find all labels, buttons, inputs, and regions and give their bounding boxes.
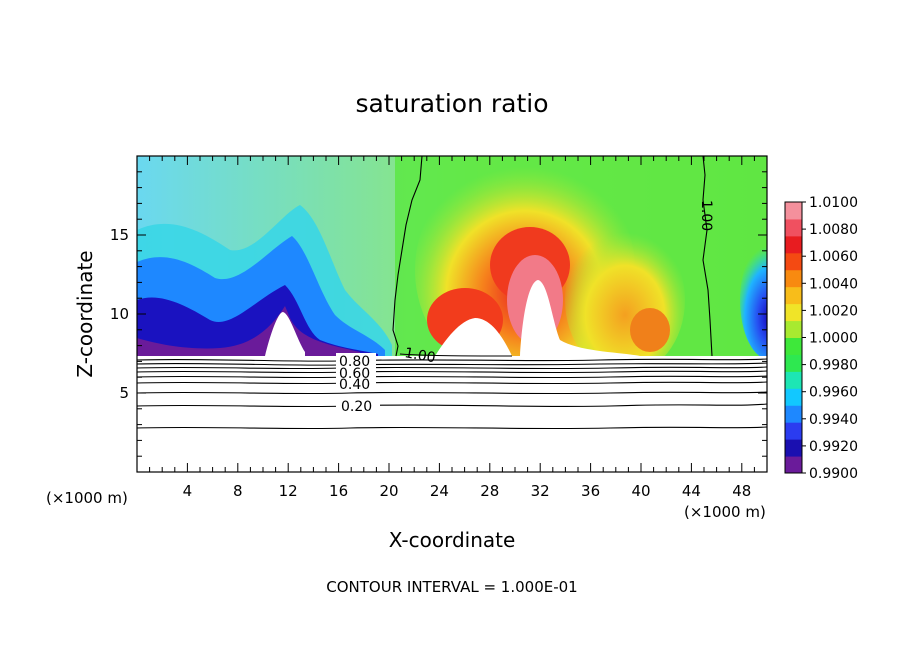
colorbar-swatch <box>785 252 802 271</box>
colorbar-swatch <box>785 354 802 372</box>
y-tick-label: 5 <box>119 384 129 402</box>
contour-interval-note: CONTOUR INTERVAL = 1.000E-01 <box>326 578 577 596</box>
contour-1-00-west <box>392 156 423 357</box>
x-tick-label: 16 <box>329 482 348 500</box>
x-tick-label: 32 <box>531 482 550 500</box>
contour-line-d <box>137 370 767 374</box>
colorbar-label: 1.0100 <box>809 195 858 211</box>
contour-line-g <box>137 391 767 395</box>
colorbar-swatch <box>785 303 802 322</box>
contour-label-group: 1.00 1.00 0.80 0.60 0.40 0.20 <box>336 200 714 415</box>
colorbar-swatch <box>785 456 802 474</box>
x-tick-label: 28 <box>480 482 499 500</box>
x-axis-ticks: 4 8 12 16 20 24 28 32 36 40 44 48 <box>149 156 755 500</box>
colorbar-swatch <box>785 286 802 305</box>
contour-line-lowest <box>137 426 767 430</box>
x-axis-title: X-coordinate <box>389 528 516 552</box>
y-axis-title: Z-coordinate <box>73 250 97 377</box>
contour-label-1-00-east: 1.00 <box>698 200 714 231</box>
colorbar-swatch <box>785 388 802 406</box>
colorbar-swatch <box>785 439 802 457</box>
x-tick-label: 48 <box>732 482 751 500</box>
y-tick-label: 15 <box>110 226 129 244</box>
y-tick-label: 10 <box>110 305 129 323</box>
contour-line-e <box>137 375 767 379</box>
colorbar-label: 0.9960 <box>809 385 858 401</box>
colorbar <box>784 201 803 474</box>
colorbar-swatch <box>785 371 802 389</box>
x-tick-label: 44 <box>682 482 701 500</box>
contour-line-b <box>137 362 767 366</box>
field-layer <box>137 156 767 472</box>
x-tick-label: 8 <box>233 482 243 500</box>
x-tick-label: 12 <box>279 482 298 500</box>
colorbar-swatch <box>785 320 802 338</box>
contour-label-0-40: 0.40 <box>339 377 370 393</box>
contour-line-0-20 <box>137 403 767 408</box>
colorbar-label: 0.9940 <box>809 412 858 428</box>
chart-title: saturation ratio <box>355 89 548 118</box>
white-blob-west <box>265 312 305 356</box>
colorbar-label: 0.9980 <box>809 358 858 374</box>
contour-line-f <box>137 381 767 385</box>
colorbar-labels: 1.0100 1.0080 1.0060 1.0040 1.0020 1.0000 0.99… <box>802 195 858 482</box>
white-blob-east <box>520 280 640 356</box>
contour-label-1-00-floor: 1.00 <box>403 345 436 366</box>
purple-floor-rim <box>137 306 360 356</box>
colorbar-label: 1.0040 <box>809 276 858 292</box>
x-tick-label: 4 <box>183 482 193 500</box>
x-tick-label: 36 <box>581 482 600 500</box>
colorbar-swatch <box>785 405 802 423</box>
colorbar-swatch <box>785 202 802 220</box>
colorbar-swatch <box>785 422 802 440</box>
contour-1-00-floor <box>399 353 513 357</box>
colorbar-label: 1.0000 <box>809 331 858 347</box>
colorbar-label: 1.0020 <box>809 303 858 319</box>
colorbar-label: 0.9900 <box>809 466 858 482</box>
cold-region-right-edge <box>740 240 767 360</box>
x-unit-label-left: (×1000 m) <box>46 489 128 507</box>
colorbar-swatch <box>785 269 802 288</box>
colorbar-swatch <box>785 235 802 254</box>
colorbar-label: 1.0080 <box>809 222 858 238</box>
white-lower-domain <box>137 356 767 472</box>
cold-region-inner <box>137 285 378 356</box>
contour-1-00-east <box>702 156 713 357</box>
white-blob-center <box>435 318 512 356</box>
colorbar-swatch <box>785 218 802 237</box>
colorbar-swatch <box>785 337 802 355</box>
contour-line-a <box>137 358 767 362</box>
x-tick-label: 20 <box>379 482 398 500</box>
colorbar-label: 1.0060 <box>809 249 858 265</box>
x-tick-label: 40 <box>631 482 650 500</box>
contour-line-c <box>137 366 767 370</box>
x-unit-label-right: (×1000 m) <box>684 503 766 521</box>
colorbar-label: 0.9920 <box>809 439 858 455</box>
contour-label-0-20: 0.20 <box>341 399 372 415</box>
contour-lines <box>137 156 767 430</box>
x-tick-label: 24 <box>430 482 449 500</box>
y-axis-ticks: 5 10 15 <box>110 171 767 457</box>
warm-region-low-east <box>630 308 670 352</box>
